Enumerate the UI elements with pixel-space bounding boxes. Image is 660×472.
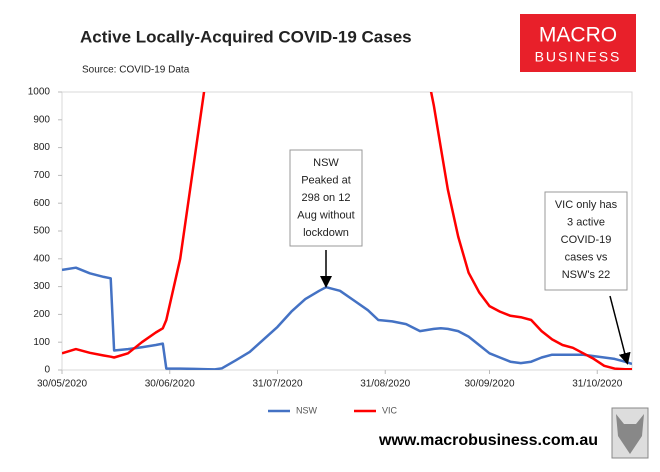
y-tick-label: 1000 (28, 87, 51, 98)
y-tick-label: 300 (33, 281, 50, 292)
y-tick-label: 0 (44, 365, 50, 376)
y-tick-label: 200 (33, 309, 50, 320)
annotation-text: 298 on 12 (302, 192, 351, 204)
x-tick-label: 30/05/2020 (37, 379, 87, 390)
annotation-box (289, 149, 363, 247)
footer: www.macrobusiness.com.au (378, 432, 598, 449)
x-tick-label: 31/07/2020 (252, 379, 302, 390)
x-tick-label: 31/10/2020 (572, 379, 622, 390)
chart-title: Active Locally-Acquired COVID-19 Cases (80, 27, 412, 46)
y-tick-label: 100 (33, 337, 50, 348)
annotation-text: NSW's 22 (562, 269, 611, 281)
x-tick-label: 30/09/2020 (464, 379, 514, 390)
annotation-text: COVID-19 (561, 234, 612, 246)
annotation-text: 3 active (567, 216, 605, 228)
series-group (62, 92, 632, 370)
y-tick-label: 600 (33, 198, 50, 209)
x-tick-label: 30/06/2020 (145, 379, 195, 390)
logo-text: BUSINESS (535, 49, 622, 65)
logo-box (520, 14, 636, 72)
y-tick-label: 700 (33, 170, 50, 181)
y-tick-label: 900 (33, 114, 50, 125)
legend-label: NSW (296, 405, 318, 415)
y-tick-label: 800 (33, 142, 50, 153)
wolf-icon (611, 407, 649, 459)
annotation-text: lockdown (303, 227, 349, 239)
chart-subtitle: Source: COVID-19 Data (82, 65, 190, 76)
annotation-arrow (609, 295, 631, 365)
y-tick-label: 400 (33, 253, 50, 264)
line (62, 266, 632, 370)
annotation-text: VIC only has (555, 199, 618, 211)
legend-label: VIC (382, 405, 398, 415)
annotation-text: NSW (313, 157, 339, 169)
annotation-box (544, 191, 628, 291)
y-tick-label: 500 (33, 226, 50, 237)
annotation-text: Aug without (297, 209, 354, 221)
line (62, 92, 632, 370)
annotation-text: cases vs (565, 251, 608, 263)
logo-text: MACRO (539, 24, 617, 47)
x-tick-label: 31/08/2020 (360, 379, 410, 390)
annotation-text: Peaked at (301, 174, 351, 186)
